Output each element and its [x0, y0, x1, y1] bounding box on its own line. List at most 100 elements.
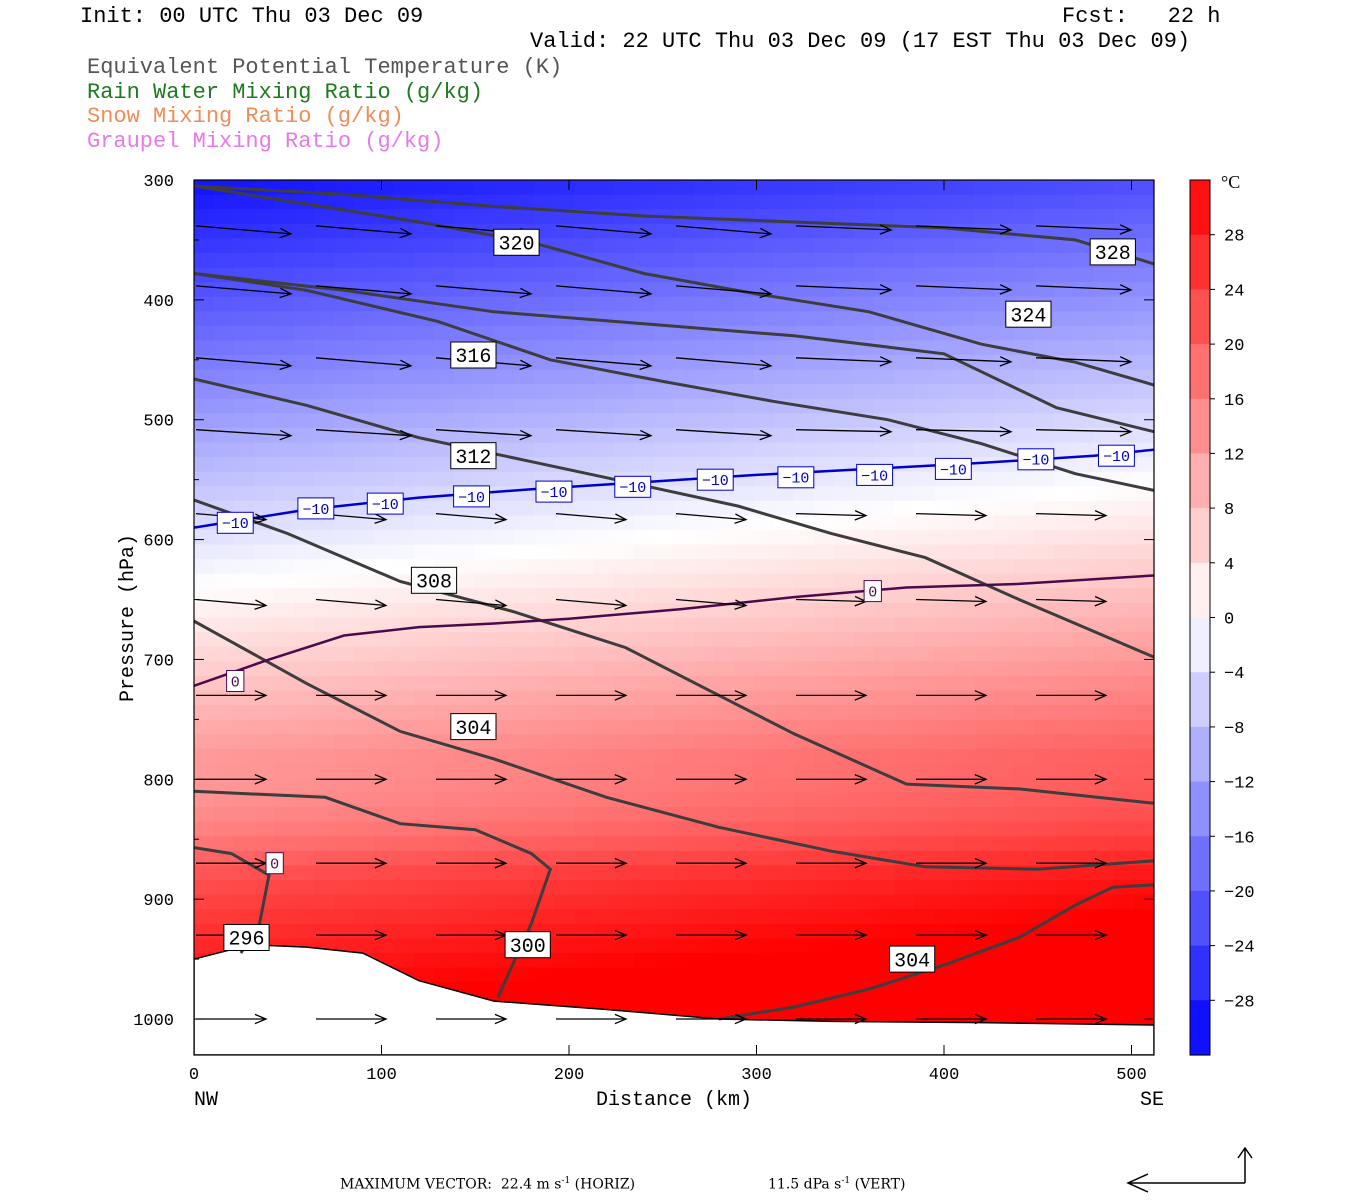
wind-vector [196, 1013, 268, 1025]
reference-vector-icon [1126, 1146, 1253, 1193]
colorbar-tick-label: −16 [1224, 829, 1255, 848]
colorbar-tick-label: 16 [1224, 392, 1244, 411]
wind-vector [675, 429, 773, 441]
isotherm-label--10-8: −10 [856, 463, 894, 486]
wind-vector [915, 284, 1013, 295]
x-end-label-right: SE [1140, 1089, 1164, 1112]
wind-vector [195, 225, 293, 239]
wind-vector [195, 285, 293, 299]
colorbar-segment [1190, 726, 1210, 783]
y-tick-label: 800 [143, 772, 174, 791]
svg-text:−10: −10 [702, 473, 729, 490]
theta-e-label-300: 300 [504, 931, 551, 959]
colorbar-tick-label: −12 [1224, 775, 1255, 794]
colorbar-tick-label: −24 [1224, 939, 1255, 958]
theta-e-label-312: 312 [450, 442, 497, 470]
x-axis-label: Distance (km) [596, 1089, 752, 1112]
wind-vector [555, 285, 653, 299]
isotherm-label--10-1: −10 [297, 497, 335, 520]
theta-e-label-304: 304 [889, 945, 936, 973]
wind-vector [1035, 224, 1133, 235]
wind-vector [916, 857, 988, 869]
wind-vector [915, 510, 988, 521]
wind-vector [315, 598, 388, 610]
wind-vector [796, 774, 868, 785]
wind-vector [1035, 284, 1133, 295]
wind-vector [675, 285, 773, 299]
colorbar-tick-label: 4 [1224, 556, 1234, 575]
wind-vector [556, 929, 628, 941]
svg-text:0: 0 [231, 674, 240, 691]
svg-text:−10: −10 [372, 497, 399, 514]
x-tick-label: 100 [366, 1066, 397, 1085]
colorbar-segment [1190, 890, 1210, 947]
colorbar-tick-label: 20 [1224, 337, 1244, 356]
isotherm-label-0-0: 0 [226, 670, 245, 692]
wind-vector [916, 929, 988, 941]
max-vector-horizontal: MAXIMUM VECTOR: 22.4 m s-1 (HORIZ) [340, 1176, 636, 1193]
isotherm-label--10-3: −10 [453, 485, 491, 508]
wind-vector [796, 929, 868, 941]
wind-vector [195, 429, 293, 441]
svg-text:328: 328 [1095, 243, 1131, 266]
wind-vector [316, 857, 388, 869]
wind-vector [316, 929, 388, 941]
wind-vector [316, 774, 388, 785]
isotherm-label--10-4: −10 [535, 480, 573, 503]
wind-vector [316, 690, 388, 701]
wind-vector [796, 1013, 868, 1025]
valid-time: Valid: 22 UTC Thu 03 Dec 09 (17 EST Thu … [530, 29, 1191, 54]
wind-vector [195, 357, 293, 371]
wind-vector [795, 426, 893, 437]
x-tick-label: 300 [741, 1066, 772, 1085]
wind-vector [436, 857, 508, 869]
theta-e-contour-304 [194, 619, 1154, 871]
theta-e-label-328: 328 [1089, 238, 1136, 266]
x-end-label-left: NW [194, 1089, 218, 1112]
colorbar-tick-label: 24 [1224, 282, 1244, 301]
forecast-hour: Fcst: 22 h [1062, 4, 1221, 29]
wind-vector [555, 225, 653, 239]
svg-text:312: 312 [455, 447, 491, 470]
svg-text:0: 0 [270, 857, 279, 874]
wind-vector [916, 1013, 988, 1025]
x-tick-label: 0 [189, 1066, 199, 1085]
isotherm-label--10-5: −10 [614, 475, 652, 498]
svg-text:−10: −10 [940, 462, 967, 479]
wind-vector [555, 429, 653, 441]
wind-vector [195, 598, 268, 610]
colorbar-segment [1190, 562, 1210, 619]
wind-vector [796, 690, 868, 701]
legend-theta-e: Equivalent Potential Temperature (K) [87, 55, 563, 80]
theta-e-contour-300 [194, 789, 553, 999]
isotherm-label-0-2: 0 [265, 852, 284, 875]
wind-vector [315, 357, 413, 371]
isotherm-0 [194, 574, 1154, 687]
y-tick-label: 300 [143, 173, 174, 192]
colorbar-segment [1190, 344, 1210, 400]
wind-vector [675, 225, 773, 239]
wind-vector [1036, 774, 1108, 785]
colorbar-tick-label: 8 [1224, 501, 1234, 520]
wind-vector [795, 356, 893, 367]
svg-text:−10: −10 [458, 490, 485, 507]
wind-vector [675, 357, 773, 371]
wind-vector [1036, 1013, 1108, 1025]
colorbar-tick-label: −4 [1224, 665, 1244, 684]
colorbar-segment [1190, 781, 1210, 837]
wind-vector [435, 429, 533, 441]
colorbar-segment [1190, 945, 1210, 1001]
wind-vector [436, 690, 508, 701]
wind-vector [916, 690, 988, 701]
svg-text:0: 0 [868, 585, 877, 602]
colorbar-segment [1190, 836, 1210, 892]
theta-e-label-324: 324 [1005, 300, 1052, 328]
y-axis-label: Pressure (hPa) [117, 534, 140, 702]
colorbar-tick-label: −8 [1224, 720, 1244, 739]
isotherm-label--10-9: −10 [934, 457, 972, 480]
legend-graupel: Graupel Mixing Ratio (g/kg) [87, 129, 444, 154]
wind-vector [1036, 857, 1108, 869]
wind-vector [555, 598, 628, 610]
wind-vector [916, 774, 988, 785]
wind-vector [676, 690, 748, 701]
